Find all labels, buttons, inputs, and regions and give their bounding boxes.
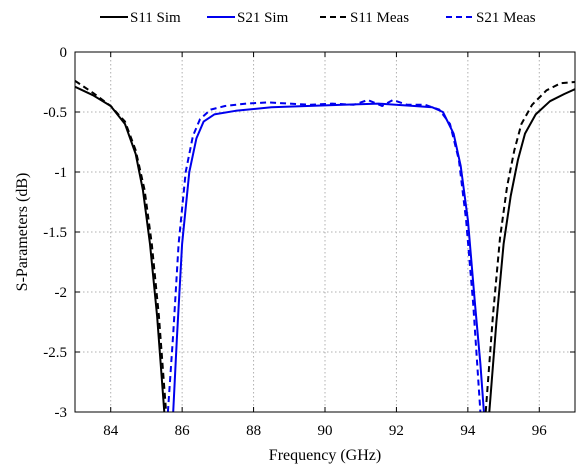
tick-labels: 84 86 88 90 92 94 96 0 -0.5 -1 -1.5 -2 -2.5 -3: [43, 45, 547, 439]
x-tick-label: 94: [460, 423, 476, 439]
y-tick-label: -1: [55, 165, 68, 181]
series-line-s21-meas: [166, 99, 482, 412]
series-line-s11-sim: [75, 85, 166, 412]
series-line-s21-sim: [172, 102, 485, 412]
y-tick-label: -2.5: [43, 345, 67, 361]
y-axis-label: S-Parameters (dB): [14, 173, 31, 292]
legend-label: S21 Meas: [476, 10, 536, 26]
x-tick-label: 90: [318, 423, 333, 439]
x-tick-label: 84: [103, 423, 119, 439]
legend-label: S11 Meas: [350, 10, 409, 26]
x-tick-label: 86: [175, 423, 191, 439]
legend-label: S11 Sim: [130, 10, 181, 26]
axis-ticks: [75, 51, 575, 413]
series-line-s11-meas: [484, 81, 575, 412]
y-tick-label: -0.5: [43, 105, 67, 121]
x-tick-label: 92: [389, 423, 404, 439]
y-tick-label: -2: [55, 285, 68, 301]
series-line-s11-meas: [75, 79, 168, 412]
legend-label: S21 Sim: [237, 10, 289, 26]
x-tick-label: 96: [532, 423, 548, 439]
series-layer: [75, 79, 575, 412]
x-tick-label: 88: [246, 423, 261, 439]
series-line-s11-sim: [488, 88, 575, 412]
y-tick-label: -3: [55, 405, 68, 421]
x-axis-label: Frequency (GHz): [269, 447, 381, 464]
y-tick-label: 0: [60, 45, 68, 61]
legend: S11 Sim S21 Sim S11 Meas S21 Meas: [100, 10, 536, 26]
y-tick-label: -1.5: [43, 225, 67, 241]
